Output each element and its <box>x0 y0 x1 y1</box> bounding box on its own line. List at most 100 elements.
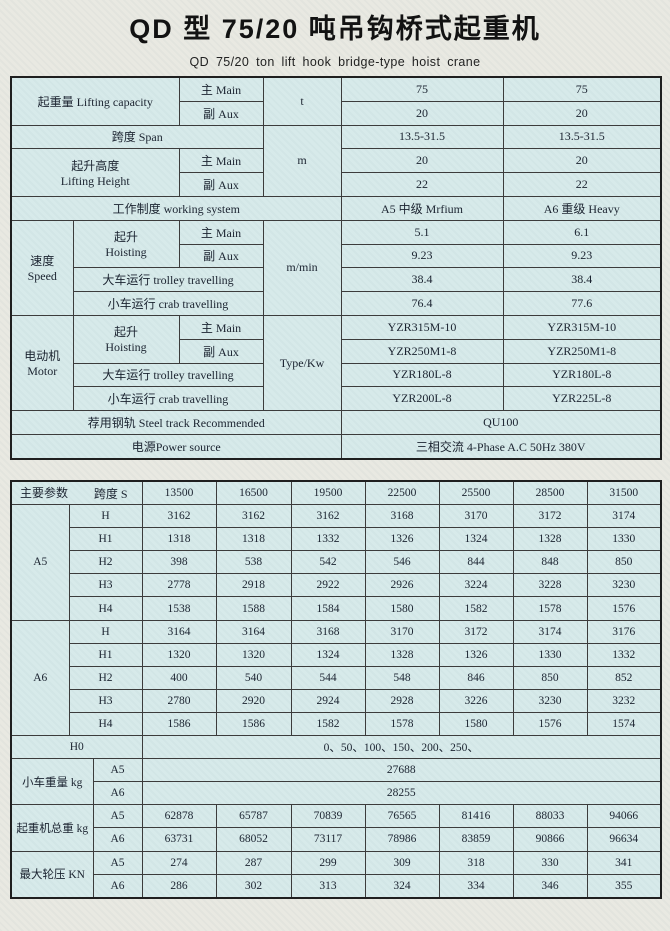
table-cell: 起升 Hoisting <box>72 219 180 269</box>
table-cell: 三相交流 4-Phase A.C 50Hz 380V <box>340 433 662 460</box>
table-cell: 75 <box>502 76 662 102</box>
title-block: QD 型 75/20 吨吊钩桥式起重机 QD 75/20 ton lift ho… <box>0 0 670 69</box>
table-cell: A5 <box>92 850 143 875</box>
table-cell: H2 <box>68 665 143 690</box>
table-cell: 22500 <box>364 480 440 506</box>
label-trolley-weight: 小车重量 kg <box>10 758 94 806</box>
table-row: 起重量 Lifting capacity 主 Main t 75 75 <box>10 76 662 126</box>
label-speed: 速度 Speed <box>10 219 74 316</box>
table-cell: 341 <box>586 850 662 875</box>
table-row: 工作制度 working system A5 中级 Mrfium A6 重级 Hea… <box>10 195 662 221</box>
table-row: A6 286 302 313 324 334 346 355 <box>11 873 662 899</box>
table-cell: 28500 <box>512 480 588 506</box>
table-cell: 2778 <box>141 573 217 598</box>
diag-top-label: 跨度 S <box>93 487 128 501</box>
param-table-grid: 跨度 S 主要参数 13500 16500 19500 22500 25500 28500 31… <box>10 480 663 899</box>
table-cell: 302 <box>215 873 292 899</box>
label-lifting-capacity: 起重量 Lifting capacity <box>10 76 180 126</box>
table-cell: 1588 <box>215 596 292 621</box>
table-cell: 16500 <box>215 480 292 506</box>
table-cell: H1 <box>68 527 143 552</box>
table-cell: 1332 <box>586 642 662 667</box>
table-cell: A6 <box>92 827 143 852</box>
table-row: H0 0、50、100、150、200、250、 <box>10 735 662 760</box>
table-cell: 1582 <box>290 711 366 737</box>
table-row: H2 398 538 542 546 844 848 850 <box>11 550 662 575</box>
label-h0: H0 <box>10 735 143 760</box>
table-cell: 1538 <box>141 596 217 621</box>
table-cell: 70839 <box>290 804 366 829</box>
table-cell: 850 <box>586 550 662 575</box>
table-cell: 1318 <box>215 527 292 552</box>
table-cell: 2928 <box>364 688 440 713</box>
table-cell: QU100 <box>340 410 662 435</box>
table-cell: 78986 <box>364 827 440 852</box>
table-cell: 90866 <box>512 827 588 852</box>
table-cell: 2926 <box>364 573 440 598</box>
table-row: H3 2778 2918 2922 2926 3224 3228 3230 <box>11 573 662 598</box>
table-row: 小车运行 crab travelling YZR200L-8 YZR225L-8 <box>11 386 662 412</box>
table-row: H1 1318 1318 1332 1326 1324 1328 1330 <box>11 527 662 552</box>
table-cell: 3164 <box>141 619 217 644</box>
table-cell: 313 <box>290 873 366 899</box>
table-cell: 3176 <box>586 619 662 644</box>
table-cell: 852 <box>586 665 662 690</box>
table-cell: 1332 <box>290 527 366 552</box>
table-cell: YZR315M-10 <box>340 314 504 340</box>
table-cell: 副 Aux <box>178 172 264 197</box>
table-row: H3 2780 2920 2924 2928 3226 3230 3232 <box>11 688 662 713</box>
table-cell: 22 <box>502 172 662 197</box>
table-cell: 3172 <box>512 504 588 529</box>
table-cell: 3232 <box>586 688 662 713</box>
table-cell: 3168 <box>290 619 366 644</box>
table-cell: A6 重级 Heavy <box>502 195 662 221</box>
table-cell: 63731 <box>141 827 217 852</box>
table-cell: 65787 <box>215 804 292 829</box>
table-cell: 542 <box>290 550 366 575</box>
table-cell: A5 <box>92 758 143 783</box>
table-cell: A6 <box>92 873 143 899</box>
table-cell: YZR180L-8 <box>340 362 504 388</box>
table-cell: 1320 <box>215 642 292 667</box>
table-cell: 0、50、100、150、200、250、 <box>141 735 662 760</box>
table-cell: 38.4 <box>502 267 662 293</box>
table-cell: 1586 <box>141 711 217 737</box>
table-cell: A6 <box>92 781 143 806</box>
table-cell: 1578 <box>512 596 588 621</box>
table-cell: 318 <box>438 850 514 875</box>
table-row: 副 Aux 22 22 <box>11 172 662 197</box>
table-row: 起重机总重 kg A5 62878 65787 70839 76565 81416 88033… <box>10 804 662 852</box>
label-span: 跨度 Span <box>10 124 264 150</box>
table-cell: 1330 <box>512 642 588 667</box>
table-cell: 75 <box>340 76 504 102</box>
table-cell: 1576 <box>512 711 588 737</box>
table-cell: 3162 <box>215 504 292 529</box>
table-row: A5 H 3162 3162 3162 3168 3170 3172 3174 <box>10 504 662 621</box>
label-crane-total-weight: 起重机总重 kg <box>10 804 94 852</box>
table-cell: 309 <box>364 850 440 875</box>
table-cell: 1328 <box>512 527 588 552</box>
table-row: 电动机 Motor 起升 Hoisting 主 Main Type/Kw YZR315M… <box>10 314 662 412</box>
table-cell: 20 <box>340 100 504 126</box>
table-cell: 546 <box>364 550 440 575</box>
table-cell: 94066 <box>586 804 662 829</box>
table-cell: 355 <box>586 873 662 899</box>
table-cell: 3172 <box>438 619 514 644</box>
table-cell: 1576 <box>586 596 662 621</box>
table-cell: 3174 <box>586 504 662 529</box>
table-cell: 1582 <box>438 596 514 621</box>
label-steel-track: 荐用钢轨 Steel track Recommended <box>10 410 342 435</box>
table-cell: 31500 <box>586 480 662 506</box>
table-cell: 844 <box>438 550 514 575</box>
table-cell: 19500 <box>290 480 366 506</box>
table-row: 小车运行 crab travelling 76.4 77.6 <box>11 291 662 316</box>
table-cell: 1580 <box>364 596 440 621</box>
table-cell: 9.23 <box>340 243 504 269</box>
table-row: 起升高度 Lifting Height 主 Main 20 20 <box>10 148 662 197</box>
table-row: 跨度 Span m 13.5-31.5 13.5-31.5 <box>10 124 662 197</box>
label-lifting-height: 起升高度 Lifting Height <box>10 148 180 197</box>
label-a5-group: A5 <box>10 504 70 621</box>
table-cell: 3170 <box>364 619 440 644</box>
page-subtitle: QD 75/20 ton lift hook bridge-type hoist… <box>189 55 481 69</box>
table-cell: 274 <box>141 850 217 875</box>
